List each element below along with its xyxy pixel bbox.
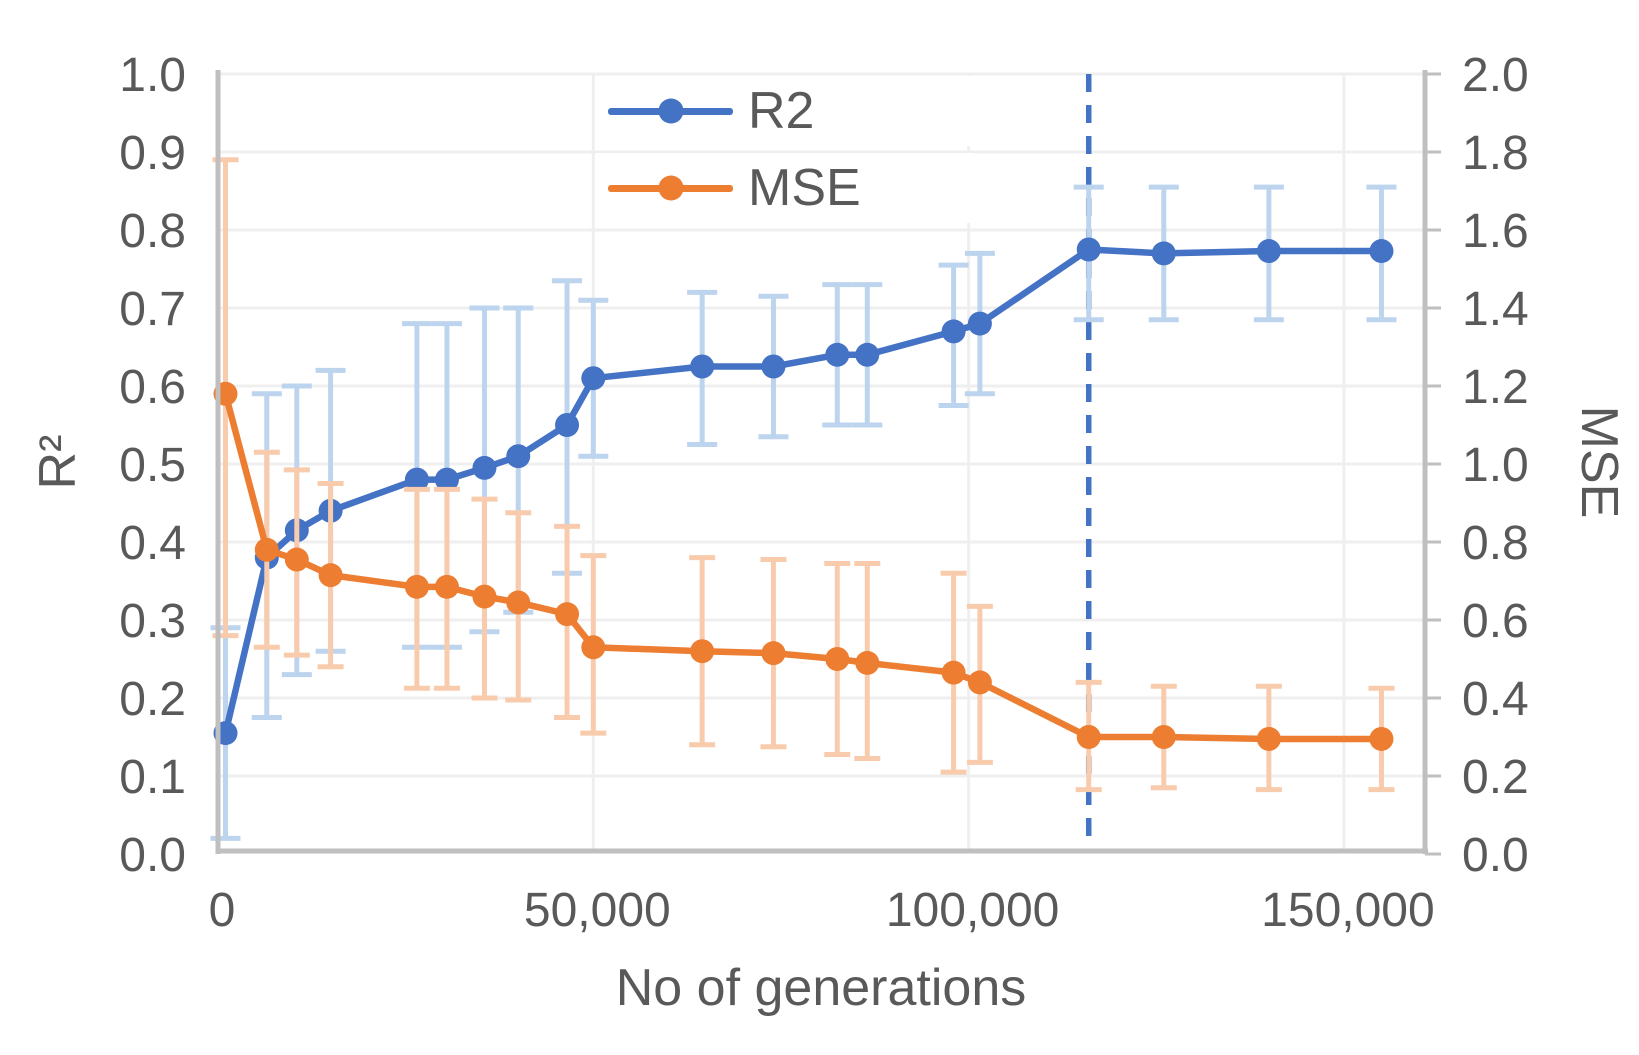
- mse-marker: [690, 639, 715, 664]
- x-tick-label: 50,000: [524, 884, 671, 937]
- mse-marker: [941, 660, 966, 685]
- x-tick-label: 100,000: [886, 884, 1060, 937]
- y-tick-label-right: 1.4: [1462, 283, 1529, 336]
- r2-marker: [761, 354, 786, 379]
- mse-marker: [1256, 726, 1281, 751]
- mse-line-marker-swatch: [608, 175, 733, 201]
- r2-line-marker-swatch: [608, 98, 733, 124]
- y-tick-label-left: 0.9: [119, 127, 186, 180]
- r2-line: [222, 246, 1385, 737]
- y-tick-label-left: 0.6: [119, 361, 186, 414]
- r2-marker: [506, 444, 531, 469]
- mse-line: [222, 390, 1385, 743]
- y-tick-label-right: 0.0: [1462, 829, 1529, 882]
- r2-marker: [941, 319, 966, 344]
- y-axis-title-left: R²: [29, 434, 87, 490]
- r2-marker: [434, 467, 459, 492]
- r2-marker: [1151, 241, 1176, 266]
- y-tick-label-right: 1.6: [1462, 205, 1529, 258]
- legend-label-mse: MSE: [748, 159, 861, 217]
- y-tick-label-right: 0.4: [1462, 673, 1529, 726]
- r2-marker: [1369, 239, 1394, 264]
- mse-marker: [761, 641, 786, 666]
- legend-item-mse: MSE: [596, 153, 974, 223]
- legend-label-r2: R2: [748, 82, 815, 140]
- y-tick-label-right: 2.0: [1462, 49, 1529, 102]
- y-tick-label-right: 1.2: [1462, 361, 1529, 414]
- y-tick-label-left: 0.8: [119, 205, 186, 258]
- r2-marker: [1076, 237, 1101, 262]
- y-tick-label-left: 0.4: [119, 517, 186, 570]
- mse-marker: [1369, 726, 1394, 751]
- x-axis-title: No of generations: [615, 959, 1027, 1017]
- x-tick-label: 0: [209, 884, 236, 937]
- mse-marker: [1076, 725, 1101, 749]
- y-tick-label-right: 1.0: [1462, 439, 1529, 492]
- y-tick-label-right: 0.2: [1462, 751, 1529, 804]
- mse-marker: [581, 635, 606, 660]
- r2-marker: [855, 342, 880, 367]
- r2-marker: [967, 311, 992, 336]
- r2-marker: [690, 354, 715, 379]
- mse-marker: [434, 574, 459, 599]
- x-tick-label: 150,000: [1261, 884, 1435, 937]
- y-tick-label-right: 1.8: [1462, 127, 1529, 180]
- mse-marker: [825, 647, 850, 671]
- mse-marker: [318, 563, 343, 588]
- y-tick-label-left: 0.1: [119, 751, 186, 804]
- legend-item-r2: R2: [596, 76, 974, 146]
- y-tick-label-left: 0.0: [119, 829, 186, 882]
- r2-marker: [404, 467, 429, 492]
- r2-marker: [555, 413, 580, 437]
- y-tick-label-left: 0.7: [119, 283, 186, 336]
- y-tick-label-right: 0.8: [1462, 517, 1529, 570]
- y-tick-label-left: 0.2: [119, 673, 186, 726]
- y-tick-label-left: 0.5: [119, 439, 186, 492]
- r2-marker: [1256, 239, 1281, 264]
- mse-marker: [404, 574, 429, 599]
- mse-marker: [555, 602, 580, 627]
- mse-marker: [284, 547, 309, 572]
- y-axis-title-right: MSE: [1570, 405, 1628, 519]
- r2-marker: [581, 366, 606, 391]
- y-tick-label-right: 0.6: [1462, 595, 1529, 648]
- mse-marker: [1151, 725, 1176, 749]
- mse-marker: [855, 650, 880, 675]
- y-tick-label-left: 0.3: [119, 595, 186, 648]
- mse-marker: [472, 584, 497, 609]
- mse-marker: [967, 670, 992, 695]
- r2-marker: [825, 342, 850, 367]
- legend: R2 MSE: [596, 76, 974, 223]
- mse-marker: [506, 590, 531, 615]
- mse-marker: [254, 537, 279, 562]
- y-tick-label-left: 1.0: [119, 49, 186, 102]
- r2-marker: [472, 455, 497, 480]
